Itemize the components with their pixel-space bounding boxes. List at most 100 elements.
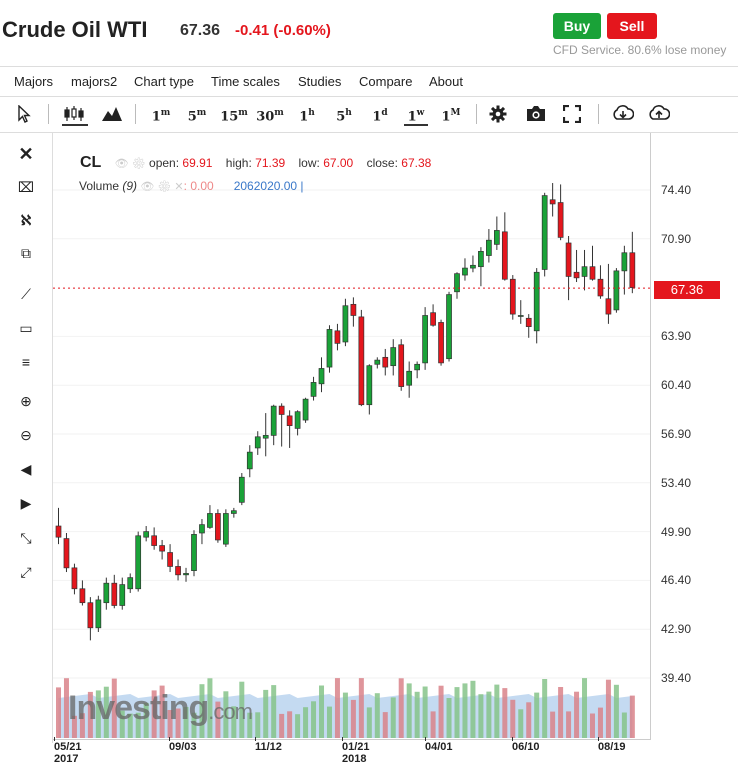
timeframe-1M[interactable]: 1M — [441, 108, 461, 125]
menu-time-scales[interactable]: Time scales — [211, 74, 280, 89]
candle-body — [462, 267, 468, 276]
candle — [406, 361, 413, 398]
volume-bar — [326, 706, 332, 738]
scroll-right-icon[interactable]: ▶ — [20, 495, 32, 511]
candle-body — [215, 513, 221, 541]
candle-body — [63, 538, 70, 569]
candle — [422, 307, 428, 370]
candle-body — [366, 365, 373, 406]
volume-bar — [311, 701, 317, 738]
timeframe-1w[interactable]: 1w — [404, 102, 428, 126]
instrument-title: Crude Oil WTI — [2, 17, 148, 42]
crosshair-remove-icon[interactable]: ⌧ — [17, 179, 35, 195]
fullscreen-icon[interactable] — [563, 105, 581, 123]
timeframe-5m[interactable]: 5m — [187, 108, 207, 125]
volume-bar — [621, 712, 627, 738]
price-tick-label: 70.90 — [661, 231, 692, 246]
volume-bar — [223, 691, 229, 738]
volume-bar — [566, 711, 572, 738]
zoom-range-icon[interactable]: ⤡ — [20, 530, 32, 546]
upload-icon[interactable] — [648, 104, 670, 124]
candlestick-chart-icon[interactable] — [62, 104, 88, 126]
cursor-icon[interactable] — [17, 105, 31, 123]
volume-bar — [518, 709, 524, 738]
candle-body — [119, 584, 126, 606]
price-tick-label: 39.40 — [661, 671, 692, 685]
candle — [71, 563, 78, 595]
candle — [238, 473, 245, 506]
volume-bar — [279, 713, 285, 738]
buy-button[interactable]: Buy — [553, 13, 601, 39]
time-tick-label: 05/21 2017 — [54, 737, 82, 765]
volume-bar — [589, 713, 595, 738]
volume-bar — [486, 691, 492, 738]
reset-zoom-icon[interactable]: ⤢ — [20, 564, 32, 580]
eye-icon[interactable]: 👁 ⚙ ✕ — [140, 181, 184, 193]
timeframe-1h[interactable]: 1h — [299, 108, 315, 125]
mountain-chart-icon[interactable] — [101, 105, 123, 123]
volume-bar — [271, 685, 277, 738]
timeframe-5h[interactable]: 5h — [336, 108, 352, 125]
candle — [103, 577, 110, 610]
volume-bar — [374, 693, 380, 738]
candle — [629, 231, 636, 294]
menu-compare[interactable]: Compare — [359, 74, 413, 89]
candle-body — [151, 535, 157, 546]
candle-body — [557, 202, 564, 238]
timeframe-30m[interactable]: 30m — [256, 108, 284, 125]
candlestick-chart[interactable] — [53, 133, 650, 739]
candle — [597, 265, 604, 299]
menu-about[interactable]: About — [429, 74, 463, 89]
candle-body — [135, 535, 142, 590]
zoom-out-icon[interactable]: ⊖ — [20, 427, 32, 443]
zoom-in-icon[interactable]: ⊕ — [20, 393, 32, 409]
candle — [342, 298, 349, 347]
scroll-left-icon[interactable]: ◀ — [20, 461, 32, 477]
download-icon[interactable] — [612, 104, 634, 124]
volume-bar — [510, 699, 516, 738]
copy-layers-icon[interactable]: ⧉ — [21, 245, 31, 261]
trend-line-icon[interactable]: ⟋ — [21, 286, 31, 302]
candle-body — [422, 315, 428, 364]
volume-bar — [103, 686, 109, 738]
indicators-icon[interactable]: ℵ — [20, 212, 32, 228]
menu-majors2[interactable]: majors2 — [71, 74, 118, 89]
candle — [501, 212, 508, 281]
timeframe-15m[interactable]: 15m — [220, 108, 248, 125]
candle-body — [501, 231, 508, 280]
candle — [246, 445, 253, 478]
menu-studies[interactable]: Studies — [298, 74, 342, 89]
menu-chart-type[interactable]: Chart type — [134, 74, 194, 89]
eye-icon[interactable]: 👁 ⚙ — [114, 158, 146, 170]
menu-majors[interactable]: Majors — [14, 74, 54, 89]
sell-button[interactable]: Sell — [607, 13, 657, 39]
timeframe-1d[interactable]: 1d — [372, 108, 388, 125]
volume-bar — [303, 707, 309, 738]
volume-bar — [151, 690, 157, 738]
timeframe-1m[interactable]: 1m — [151, 108, 171, 125]
volume-bar — [390, 697, 396, 738]
candle-body — [191, 534, 197, 571]
candle-body — [525, 317, 532, 327]
candle — [430, 304, 436, 327]
close-icon[interactable]: ✕ — [18, 144, 34, 164]
candle-body — [326, 329, 333, 368]
volume-bar — [135, 712, 141, 738]
candle-body — [79, 588, 86, 604]
volume-bar — [263, 689, 269, 738]
candle — [87, 597, 94, 641]
legend-symbol: CL — [80, 154, 102, 171]
fib-lines-icon[interactable]: ≡ — [21, 354, 31, 370]
camera-icon[interactable] — [526, 105, 546, 122]
settings-gear-icon[interactable] — [489, 105, 507, 123]
current-price-tag: 67.36 — [654, 281, 720, 299]
chart-plot-area[interactable] — [53, 133, 651, 740]
candle-body — [111, 582, 118, 606]
candle-body — [581, 266, 588, 277]
cfd-risk-note: CFD Service. 80.6% lose money — [553, 43, 727, 57]
candle-body — [621, 252, 628, 272]
candle — [621, 245, 628, 295]
candle — [278, 403, 285, 447]
candle — [215, 509, 221, 543]
rectangle-icon[interactable]: ▭ — [19, 320, 33, 336]
